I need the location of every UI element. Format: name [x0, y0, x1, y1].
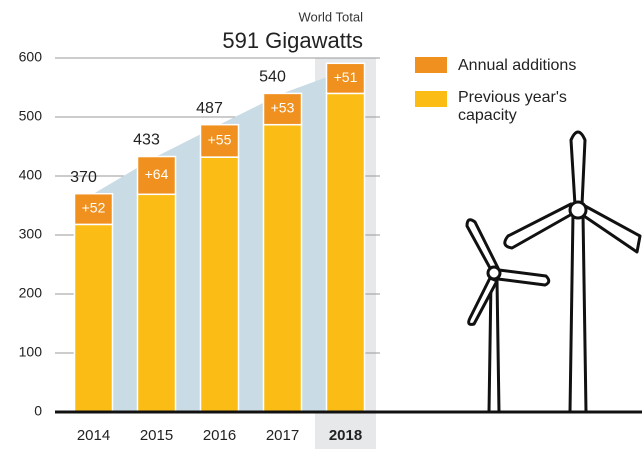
bar-segment — [262, 92, 303, 126]
bar-segment — [73, 192, 114, 226]
bar-segment — [325, 92, 366, 413]
y-tick-label: 0 — [34, 403, 42, 419]
bar-segment — [262, 123, 303, 413]
total-label: 487 — [196, 100, 223, 117]
y-tick-label: 100 — [19, 344, 43, 360]
legend-label: Previous year's capacity — [458, 89, 567, 124]
annotation: World Total — [298, 9, 363, 24]
x-tick-label: 2017 — [266, 427, 299, 444]
legend-swatch — [415, 91, 447, 107]
bar-segment — [325, 62, 366, 95]
total-label: 433 — [133, 132, 160, 149]
value-label: +52 — [82, 200, 106, 216]
bar-segment — [199, 156, 240, 413]
x-tick-label: 2018 — [329, 427, 362, 444]
x-tick-label: 2014 — [77, 427, 110, 444]
y-tick-label: 600 — [19, 49, 43, 65]
value-label: +55 — [208, 132, 232, 148]
bar-segment — [73, 223, 114, 413]
y-tick-label: 300 — [19, 226, 43, 242]
wind-turbines — [465, 130, 642, 414]
legend-swatch — [415, 57, 447, 73]
value-label: +53 — [271, 100, 295, 116]
total-label: 540 — [259, 69, 286, 86]
value-label: +64 — [145, 166, 169, 182]
total-label: 591 Gigawatts — [222, 28, 363, 53]
total-label: 370 — [70, 169, 97, 186]
y-tick-label: 500 — [19, 108, 43, 124]
bar-segment — [136, 193, 177, 413]
y-tick-label: 200 — [19, 285, 43, 301]
bar-segment — [199, 123, 240, 158]
x-tick-label: 2016 — [203, 427, 236, 444]
bar-segment — [136, 155, 177, 196]
value-label: +51 — [334, 69, 358, 85]
x-tick-label: 2015 — [140, 427, 173, 444]
legend-label: Annual additions — [458, 57, 577, 74]
y-tick-label: 400 — [19, 167, 43, 183]
